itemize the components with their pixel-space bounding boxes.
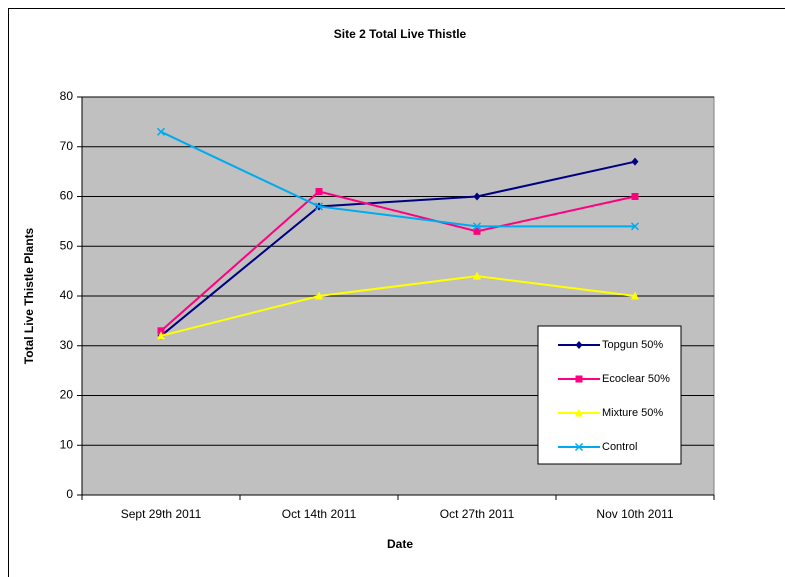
- legend-label: Control: [602, 441, 637, 453]
- marker: [315, 188, 323, 196]
- marker: [473, 271, 481, 280]
- marker: [157, 327, 165, 335]
- legend-label: Topgun 50%: [602, 339, 663, 351]
- marker: [473, 192, 481, 201]
- legend-marker: [575, 408, 583, 417]
- series-line: [160, 160, 636, 337]
- legend-marker: [575, 375, 583, 383]
- y-tick-label: 40: [60, 288, 74, 302]
- marker: [157, 331, 165, 340]
- y-tick-label: 20: [60, 388, 74, 402]
- x-tick-label: Oct 14th 2011: [282, 507, 357, 521]
- y-tick-label: 10: [60, 437, 74, 451]
- y-tick-label: 0: [66, 487, 73, 501]
- x-axis-label: Date: [387, 537, 413, 551]
- x-tick-label: Nov 10th 2011: [596, 507, 673, 521]
- y-tick-label: 80: [60, 89, 74, 103]
- y-axis-label: Total Live Thistle Plants: [22, 227, 36, 364]
- legend-marker: [574, 442, 584, 452]
- marker: [156, 127, 166, 136]
- marker: [314, 202, 324, 211]
- legend-label: Mixture 50%: [602, 407, 663, 419]
- y-tick-label: 30: [60, 338, 74, 352]
- marker: [631, 157, 639, 166]
- y-tick-label: 50: [60, 238, 74, 252]
- series-line: [160, 190, 636, 332]
- series-line: [160, 275, 636, 337]
- legend-label: Ecoclear 50%: [602, 373, 670, 385]
- marker: [631, 193, 639, 200]
- series-line: [160, 130, 635, 228]
- y-tick-label: 60: [60, 189, 74, 203]
- chart-title: Site 2 Total Live Thistle: [334, 27, 467, 41]
- marker: [473, 227, 481, 235]
- marker: [315, 291, 323, 300]
- marker: [472, 222, 482, 231]
- y-tick-label: 70: [60, 139, 74, 153]
- marker: [631, 291, 639, 300]
- legend-marker: [575, 341, 583, 349]
- legend: [537, 325, 682, 465]
- marker: [630, 222, 640, 231]
- x-tick-label: Sept 29th 2011: [121, 507, 202, 521]
- x-tick-label: Oct 27th 2011: [440, 507, 515, 521]
